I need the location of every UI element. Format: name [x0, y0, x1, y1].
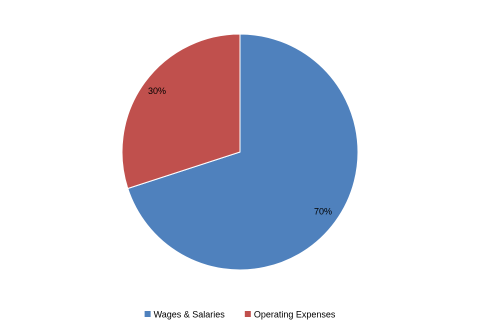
data-label: 70% [314, 207, 332, 217]
pie-slice [127, 33, 359, 271]
legend-swatch [144, 311, 151, 317]
pie-slice [121, 33, 241, 190]
legend-label: Operating Expenses [254, 309, 336, 319]
data-label: 30% [148, 86, 166, 96]
legend-swatch [244, 311, 251, 317]
legend-label: Wages & Salaries [154, 309, 226, 319]
